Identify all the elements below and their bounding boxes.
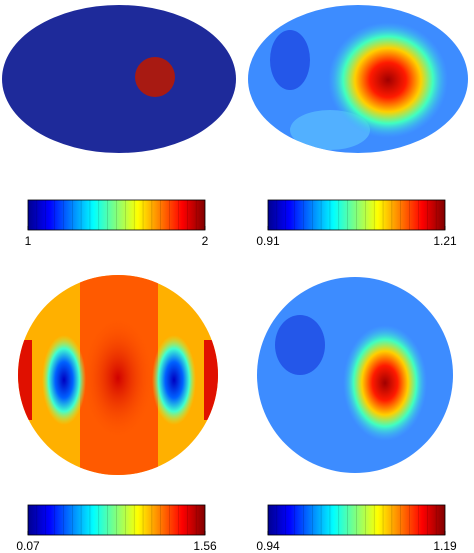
panel-4-image [257,277,453,473]
colorbar [267,199,446,231]
colorbar-label: 1 [25,234,32,248]
colorbar-label: 0.07 [16,539,40,553]
colorbar-label: 1.56 [193,539,217,553]
colorbar [27,504,206,536]
colorbar-label: 1.19 [433,539,457,553]
colorbar-label: 1.21 [433,234,457,248]
colorbar [267,504,446,536]
colorbar-label: 0.94 [256,539,280,553]
panel-3-image [18,275,218,475]
panel-1-image [2,5,236,153]
colorbar-label: 2 [202,234,209,248]
colorbar-label: 0.91 [256,234,280,248]
colorbar [27,199,206,231]
panel-2-image [248,5,468,153]
